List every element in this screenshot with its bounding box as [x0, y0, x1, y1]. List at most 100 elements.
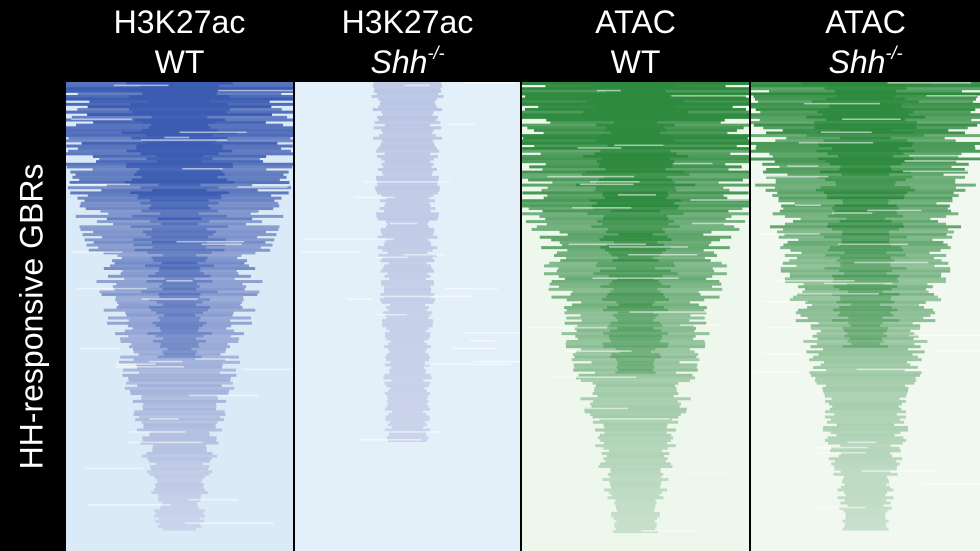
heatmap-row-core	[146, 134, 213, 138]
heatmap-row	[142, 436, 217, 440]
heatmap-row	[381, 157, 434, 161]
heatmap-row	[391, 425, 424, 429]
heatmap-row-core	[596, 123, 675, 127]
heatmap-gap	[596, 89, 621, 92]
heatmap-row-core	[823, 191, 908, 195]
heatmap-row-core	[841, 173, 890, 177]
heatmap-row	[607, 472, 664, 476]
heatmap-row	[129, 389, 230, 393]
heatmap-row-core	[618, 319, 653, 323]
heatmap-row	[825, 384, 906, 388]
heatmap-gap	[404, 84, 430, 87]
heatmap-gap	[589, 181, 640, 183]
heatmap-row	[375, 149, 440, 153]
heatmap-gap	[365, 181, 451, 183]
heatmap-row-core	[839, 306, 892, 310]
heatmap-gap	[444, 287, 498, 290]
heatmap-row	[584, 407, 687, 411]
heatmap-row-core	[613, 240, 658, 244]
heatmap-row	[815, 376, 916, 380]
heatmap-gap	[804, 102, 880, 105]
heatmap-row	[385, 418, 430, 422]
heatmap-row	[154, 519, 205, 523]
heatmap-row	[604, 431, 667, 435]
heatmap-gap	[217, 89, 305, 92]
heatmap-row-core	[818, 144, 913, 148]
heatmap-row	[384, 373, 431, 377]
heatmap-row-core	[167, 347, 192, 351]
heatmap-gap	[568, 243, 646, 246]
heatmap-row	[392, 410, 423, 414]
heatmap-row-core	[586, 170, 685, 174]
heatmap-row	[146, 470, 213, 474]
heatmap-row	[154, 483, 205, 487]
heatmap-gap	[463, 82, 517, 84]
heatmap-row	[161, 504, 198, 508]
heatmap-row	[132, 399, 227, 403]
heatmap-row-core	[139, 167, 220, 171]
heatmap-gap	[752, 371, 804, 373]
heatmap-row-core	[840, 165, 891, 169]
heatmap-gap	[359, 438, 422, 441]
heatmap-row-core	[161, 261, 198, 265]
heatmap-row-core	[839, 295, 892, 299]
heatmap-row-core	[156, 311, 203, 315]
heatmap-row-core	[840, 136, 891, 140]
heatmap-row-core	[825, 160, 906, 164]
heatmap-row	[604, 425, 667, 429]
heatmap-row-core	[820, 186, 911, 190]
heatmap-row-core	[617, 360, 654, 364]
heatmap-row	[379, 199, 436, 203]
heatmap-gap	[548, 376, 637, 378]
heatmap-row	[128, 379, 231, 383]
heatmap-row	[806, 350, 925, 354]
heatmap-row	[596, 384, 675, 388]
heatmap-row	[387, 397, 428, 401]
heatmap-row-core	[608, 324, 663, 328]
heatmap-row	[383, 173, 432, 177]
heatmap-row	[388, 347, 427, 351]
heatmap-row-core	[160, 222, 199, 226]
heatmap-row-core	[613, 287, 658, 291]
heatmap-gap	[424, 363, 511, 365]
heatmap-row-core	[839, 220, 892, 224]
heatmap-row	[824, 438, 907, 442]
heatmap-row-core	[618, 303, 653, 307]
heatmap-row	[845, 514, 886, 518]
heatmap-row-core	[121, 131, 238, 135]
heatmap-row-core	[608, 251, 663, 255]
heatmap-row-core	[130, 191, 229, 195]
heatmap-row-core	[148, 126, 211, 130]
heatmap-row	[390, 420, 425, 424]
heatmap-row	[391, 379, 424, 383]
heatmap-row	[605, 459, 666, 463]
heatmap-row-core	[141, 290, 218, 294]
heatmap-row-core	[614, 121, 657, 125]
heatmap-panel-4	[751, 82, 980, 551]
heatmap-row-core	[832, 280, 899, 284]
heatmap-row-core	[824, 87, 907, 91]
heatmap-row-core	[833, 308, 898, 312]
heatmap-row-core	[159, 285, 200, 289]
heatmap-row	[385, 415, 430, 419]
heatmap-row	[592, 415, 679, 419]
heatmap-row-core	[610, 355, 661, 359]
heatmap-row-core	[829, 162, 902, 166]
heatmap-row-core	[606, 126, 665, 130]
heatmap-row	[380, 227, 435, 231]
heatmap-row	[592, 392, 679, 396]
heatmap-row	[136, 363, 223, 367]
heatmap-row	[161, 501, 198, 505]
heatmap-row-core	[131, 225, 228, 229]
heatmap-row-core	[159, 295, 200, 299]
heatmap-row	[133, 412, 226, 416]
heatmap-row	[832, 405, 899, 409]
heatmap-row	[137, 384, 222, 388]
heatmap-row	[594, 389, 677, 393]
heatmap-row	[149, 465, 210, 469]
heatmap-row	[149, 433, 210, 437]
heatmap-row-core	[133, 238, 226, 242]
heatmap-gap	[641, 530, 698, 532]
heatmap-row-core	[847, 339, 884, 343]
heatmap-row-core	[132, 110, 227, 114]
